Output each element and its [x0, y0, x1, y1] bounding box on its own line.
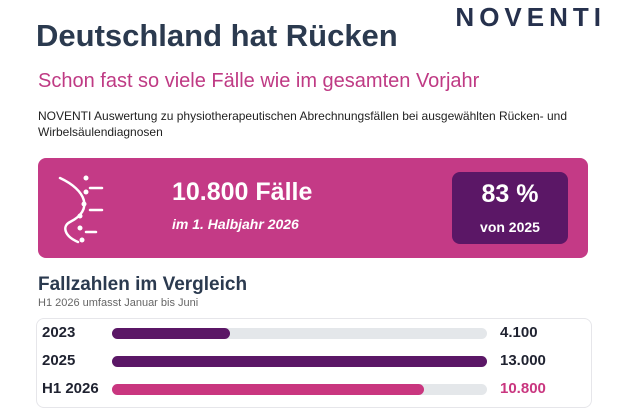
category-label: H1 2026	[42, 380, 99, 397]
spine-icon	[58, 175, 104, 244]
category-label: 2023	[42, 324, 76, 341]
value-label: 13.000	[500, 352, 546, 369]
value-label: 4.100	[500, 324, 538, 341]
bar	[112, 384, 424, 395]
description: NOVENTI Auswertung zu physiotherapeutisc…	[38, 109, 567, 139]
bar	[112, 356, 487, 367]
title: Deutschland hat Rücken	[36, 18, 398, 53]
subtitle: Schon fast so viele Fälle wie im gesamte…	[38, 70, 480, 92]
chart-title: Fallzahlen im Vergleich	[38, 274, 248, 295]
share-box	[452, 172, 568, 244]
share: 83 %	[481, 180, 539, 208]
period: im 1. Halbjahr 2026	[172, 216, 299, 232]
category-label: 2025	[42, 352, 76, 369]
value-label: 10.800	[500, 380, 546, 397]
case-count: 10.800 Fälle	[172, 178, 313, 206]
reference: von 2025	[480, 219, 540, 235]
logo: NOVENTI	[455, 2, 606, 32]
chart-subtitle: H1 2026 umfasst Januar bis Juni	[38, 297, 199, 309]
bar	[112, 328, 231, 339]
chart-box	[36, 318, 592, 408]
bar-track	[112, 328, 487, 339]
